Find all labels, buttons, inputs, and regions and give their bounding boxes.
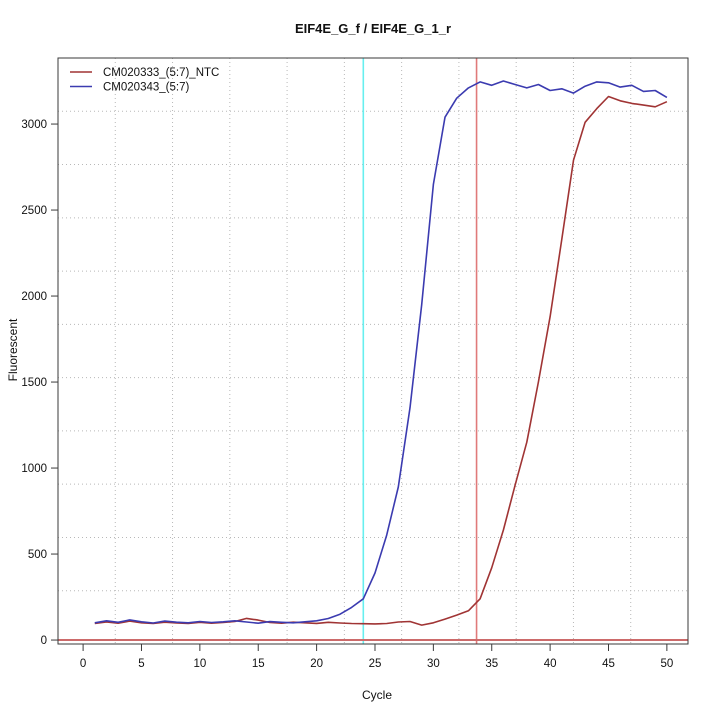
- y-tick-label: 1000: [21, 463, 47, 475]
- x-tick-label: 0: [80, 658, 86, 670]
- legend-label-ntc: CM020333_(5:7)_NTC: [103, 67, 219, 79]
- y-tick-label: 2000: [21, 291, 47, 303]
- series-line-cm020343: [94, 80, 668, 625]
- y-tick-label: 500: [28, 549, 47, 561]
- x-tick-label: 45: [602, 658, 615, 670]
- axis-layer: 0 5 10 15 20 25 30 35 40 45 5005001000150020002500…: [21, 119, 673, 670]
- y-tick-label: 1500: [21, 377, 47, 389]
- series-layer: [94, 80, 668, 626]
- plot-border: [57, 57, 689, 645]
- x-tick-label: 5: [138, 658, 144, 670]
- marker-lines-layer: [58, 58, 688, 644]
- x-tick-label: 15: [252, 658, 265, 670]
- y-tick-label: 0: [41, 635, 47, 647]
- x-tick-label: 40: [544, 658, 557, 670]
- grid-layer: [58, 58, 688, 644]
- x-tick-label: 35: [485, 658, 498, 670]
- y-tick-label: 2500: [21, 205, 47, 217]
- legend-label-sample: CM020343_(5:7): [103, 82, 189, 94]
- y-tick-label: 3000: [21, 119, 47, 131]
- x-tick-label: 25: [369, 658, 382, 670]
- chart-title: EIF4E_G_f / EIF4E_G_1_r: [295, 21, 451, 36]
- x-tick-label: 50: [660, 658, 673, 670]
- y-axis-label: Fluorescent: [6, 318, 20, 381]
- series-line-cm020333-ntc: [94, 95, 668, 626]
- x-tick-label: 30: [427, 658, 440, 670]
- x-axis-label: Cycle: [362, 688, 392, 702]
- x-tick-label: 20: [310, 658, 323, 670]
- legend: CM020333_(5:7)_NTC CM020343_(5:7): [70, 67, 219, 94]
- x-tick-label: 10: [193, 658, 206, 670]
